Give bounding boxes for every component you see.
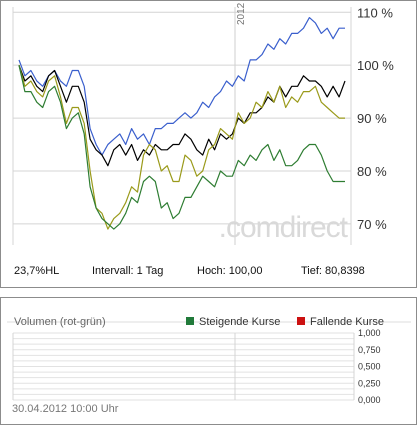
hl-label: 23,7%HL xyxy=(14,265,60,277)
series-line-0 xyxy=(18,17,345,156)
interval-label: Intervall: 1 Tag xyxy=(92,265,164,277)
volume-y-tick-0: 1,000 xyxy=(358,328,381,338)
y-tick-label-1: 100 % xyxy=(357,58,394,73)
legend-rising-label: Steigende Kurse xyxy=(199,316,281,328)
y-tick-label-2: 90 % xyxy=(357,111,387,126)
volume-y-tick-3: 0,250 xyxy=(358,378,381,388)
series-line-1 xyxy=(18,64,346,167)
volume-y-tick-2: 0,500 xyxy=(358,362,381,372)
year-marker-label: 2012 xyxy=(236,2,247,25)
high-label: Hoch: 100,00 xyxy=(197,265,263,277)
legend-falling: Fallende Kurse xyxy=(297,316,384,328)
legend-falling-label: Fallende Kurse xyxy=(310,316,384,328)
legend-rising-swatch xyxy=(186,317,194,325)
legend-rising: Steigende Kurse xyxy=(186,316,280,328)
timestamp: 30.04.2012 10:00 Uhr xyxy=(12,403,119,415)
price-chart: 110 % 100 % 90 % 80 % 70 % 2012 .comdirect xyxy=(12,2,394,245)
y-tick-label-0: 110 % xyxy=(357,5,393,20)
volume-chart: 1,000 0,750 0,500 0,250 0,000 xyxy=(7,321,411,405)
low-label: Tief: 80,8398 xyxy=(301,265,365,277)
y-tick-label-4: 70 % xyxy=(357,217,387,232)
volume-y-tick-1: 0,750 xyxy=(358,345,381,355)
volume-title: Volumen (rot-grün) xyxy=(14,316,106,328)
watermark: .comdirect xyxy=(219,211,349,244)
volume-y-tick-4: 0,000 xyxy=(358,395,381,405)
y-tick-label-3: 80 % xyxy=(357,164,387,179)
series-line-3 xyxy=(18,65,345,230)
volume-chart-panel: 1,000 0,750 0,500 0,250 0,000 xyxy=(0,297,417,425)
legend-falling-swatch xyxy=(297,317,305,325)
price-chart-panel: 110 % 100 % 90 % 80 % 70 % 2012 .comdirect xyxy=(0,0,417,288)
series-line-2 xyxy=(18,65,345,230)
